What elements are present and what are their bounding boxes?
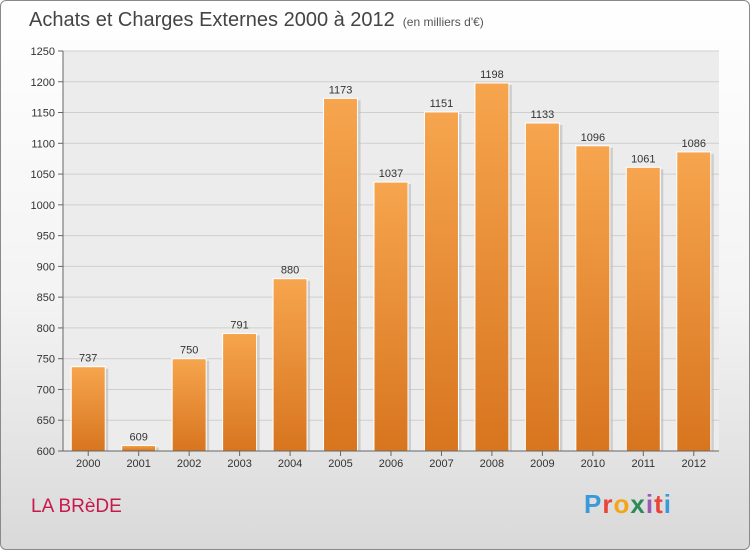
bar-2005 [323, 97, 359, 452]
bar-2003 [222, 332, 258, 452]
logo-letter: t [654, 489, 664, 519]
data-label-2008: 1198 [480, 69, 504, 81]
logo-letter: o [613, 489, 631, 519]
y-tick-label: 600 [37, 446, 55, 458]
y-tick-label: 1150 [31, 108, 55, 120]
bar-2004 [272, 278, 308, 452]
bar-2010 [575, 145, 611, 452]
logo-letter: x [630, 489, 646, 519]
chart-title: Achats et Charges Externes 2000 à 2012 (e… [29, 9, 484, 32]
data-label-2002: 750 [180, 345, 198, 357]
y-tick-label: 1000 [31, 200, 55, 212]
x-tick-label-2011: 2011 [631, 458, 655, 470]
x-tick-label-2002: 2002 [177, 458, 201, 470]
x-tick-label-2012: 2012 [682, 458, 706, 470]
x-tick-label-2000: 2000 [76, 458, 100, 470]
bars [70, 82, 714, 452]
data-label-2000: 737 [79, 353, 97, 365]
logo-letter: i [645, 489, 655, 519]
x-tick-label-2004: 2004 [278, 458, 302, 470]
y-axis: 600 650 700 750 800 850 900 950 1000 1050 1100 1150… [31, 46, 64, 458]
y-tick-label: 850 [37, 292, 55, 304]
proxiti-logo[interactable]: Proxiti [584, 489, 672, 520]
x-tick-label-2009: 2009 [530, 458, 554, 470]
x-tick-label-2001: 2001 [126, 458, 150, 470]
bar-2011 [625, 166, 661, 452]
y-tick-label: 1100 [31, 138, 55, 150]
logo-letter: P [584, 489, 603, 519]
data-label-2010: 1096 [581, 132, 605, 144]
town-name: LA BRèDE [31, 496, 122, 517]
bar-2007 [423, 111, 459, 452]
bar-2009 [524, 122, 560, 452]
y-tick-label: 900 [37, 261, 55, 273]
x-axis-ticks: 2000 2001 2002 2003 2004 2005 2006 2007 2008 2009… [63, 450, 719, 470]
bar-2000 [70, 366, 106, 452]
data-label-2001: 609 [130, 431, 148, 443]
data-labels: 737 609 750 791 880 1173 1037 1151 1198 1133 1096 1… [79, 69, 706, 443]
bar-2001 [121, 444, 157, 452]
chart-title-text: Achats et Charges Externes 2000 à 2012 [29, 9, 395, 31]
logo-letter: i [663, 489, 672, 519]
data-label-2012: 1086 [682, 138, 706, 150]
y-tick-label: 1050 [31, 169, 55, 181]
y-tick-label: 1250 [31, 46, 55, 58]
x-tick-label-2005: 2005 [328, 458, 352, 470]
data-label-2004: 880 [281, 265, 299, 277]
x-tick-label-2008: 2008 [480, 458, 504, 470]
data-label-2007: 1151 [430, 98, 454, 110]
y-tick-label: 650 [37, 415, 55, 427]
bar-2006 [373, 181, 409, 452]
x-tick-label-2006: 2006 [379, 458, 403, 470]
bar-2012 [676, 151, 712, 452]
bar-2008 [474, 82, 510, 452]
y-tick-label: 950 [37, 231, 55, 243]
y-tick-label: 1200 [31, 77, 55, 89]
data-label-2006: 1037 [379, 168, 403, 180]
x-tick-label-2003: 2003 [227, 458, 251, 470]
bar-2002 [171, 358, 207, 452]
chart-unit: (en milliers d'€) [402, 15, 484, 29]
x-tick-label-2007: 2007 [429, 458, 453, 470]
data-label-2003: 791 [230, 319, 248, 331]
data-label-2009: 1133 [531, 109, 555, 121]
logo-letter: r [602, 489, 614, 519]
data-label-2005: 1173 [329, 84, 353, 96]
y-tick-label: 750 [37, 354, 55, 366]
data-label-2011: 1061 [631, 153, 655, 165]
y-tick-label: 800 [37, 323, 55, 335]
x-tick-label-2010: 2010 [581, 458, 605, 470]
y-tick-label: 700 [37, 384, 55, 396]
